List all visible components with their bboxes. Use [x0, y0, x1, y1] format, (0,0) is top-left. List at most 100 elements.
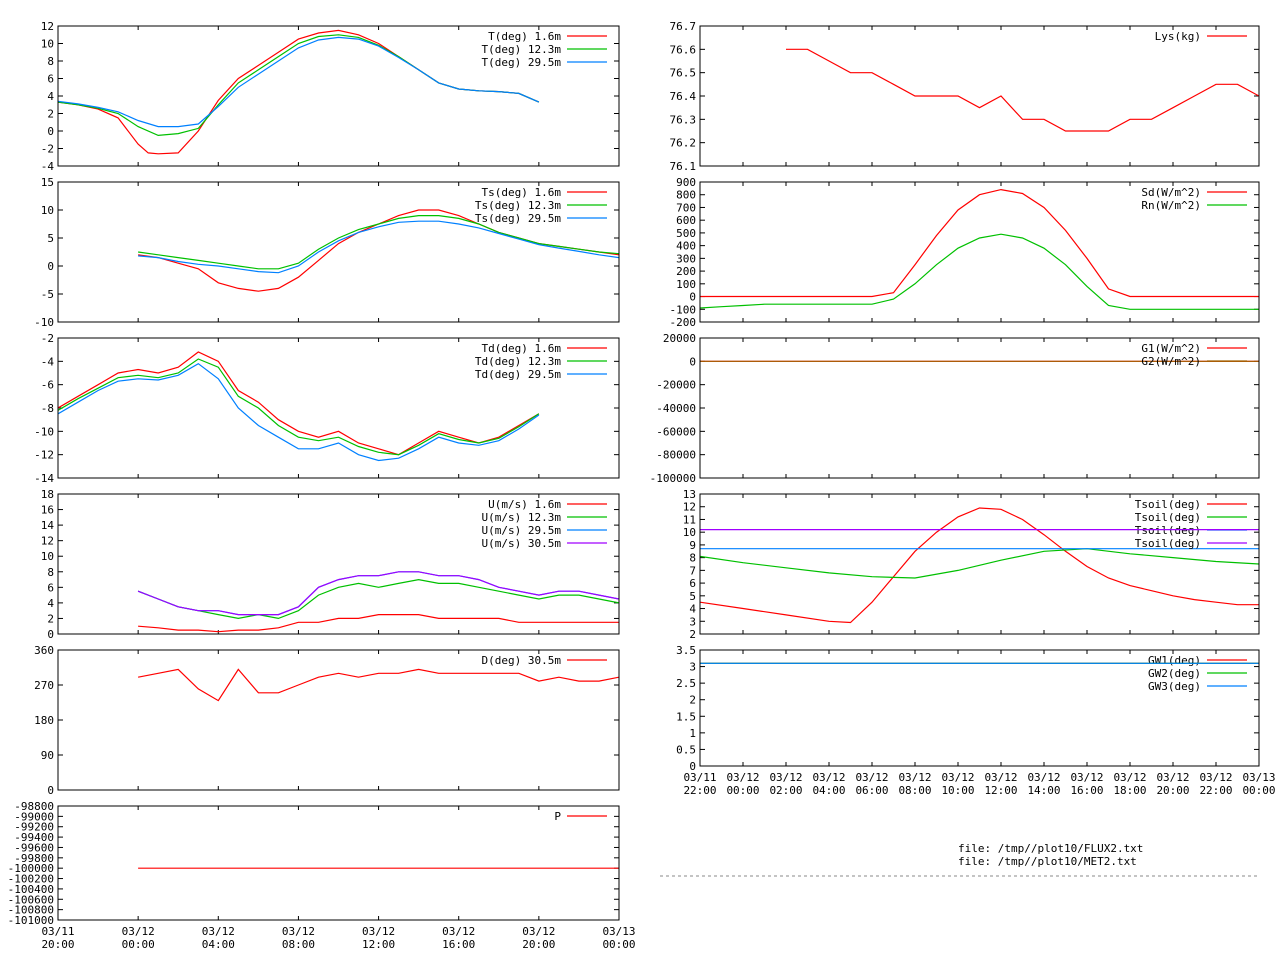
y-tick-label: 2 — [689, 694, 696, 707]
x-tick-time: 20:00 — [522, 938, 555, 951]
y-tick-label: 14 — [41, 519, 55, 532]
y-tick-label: 76.5 — [670, 67, 697, 80]
x-tick-time: 10:00 — [941, 784, 974, 797]
y-tick-label: -99400 — [14, 831, 54, 844]
x-tick-date: 03/12 — [522, 925, 555, 938]
series-line — [137, 668, 619, 702]
legend-label: Td(deg) 29.5m — [475, 368, 561, 381]
y-tick-label: 16 — [41, 504, 54, 517]
series-line — [138, 215, 619, 270]
y-tick-label: 360 — [34, 644, 54, 657]
y-tick-label: 76.3 — [670, 113, 697, 126]
y-tick-label: -101000 — [8, 914, 54, 927]
y-tick-label: 10 — [41, 204, 54, 217]
chart-panel: 2345678910111213Tsoil(deg)Tsoil(deg)Tsoi… — [683, 488, 1260, 641]
x-tick-time: 00:00 — [122, 938, 155, 951]
x-tick-date: 03/11 — [41, 925, 74, 938]
y-tick-label: 0 — [47, 260, 54, 273]
y-tick-label: -200 — [670, 316, 697, 329]
legend-label: U(m/s) 29.5m — [482, 524, 562, 537]
y-tick-label: 8 — [689, 552, 696, 565]
x-tick-time: 12:00 — [362, 938, 395, 951]
x-tick-date: 03/12 — [855, 771, 888, 784]
y-tick-label: -99800 — [14, 852, 54, 865]
x-tick-date: 03/12 — [984, 771, 1017, 784]
y-tick-label: 0 — [689, 291, 696, 304]
y-tick-label: 7 — [689, 564, 696, 577]
series-line — [138, 220, 619, 274]
y-tick-label: -100400 — [8, 883, 54, 896]
legend-label: D(deg) 30.5m — [482, 654, 562, 667]
x-tick-time: 16:00 — [1070, 784, 1103, 797]
x-tick-date: 03/12 — [282, 925, 315, 938]
series-line — [58, 34, 540, 137]
y-tick-label: 76.2 — [670, 137, 697, 150]
y-tick-label: 90 — [41, 749, 54, 762]
chart-panel: -4 -2 0 2 4 6 8 10 12 T(deg) 1.6mT(deg) 12.3mT(de… — [41, 20, 620, 173]
x-tick-time: 06:00 — [855, 784, 888, 797]
x-tick-time: 08:00 — [898, 784, 931, 797]
x-tick-date: 03/12 — [1113, 771, 1146, 784]
series-line — [137, 578, 619, 620]
y-tick-label: -6 — [41, 379, 54, 392]
y-tick-label: -100200 — [8, 873, 54, 886]
y-tick-label: 4 — [47, 597, 54, 610]
y-tick-label: 20000 — [663, 332, 696, 345]
x-tick-time: 14:00 — [1027, 784, 1060, 797]
y-tick-label: 400 — [676, 240, 696, 253]
legend-label: Lys(kg) — [1155, 30, 1201, 43]
x-tick-date: 03/11 — [683, 771, 716, 784]
file-notes: file: /tmp//plot10/FLUX2.txt file: /tmp/… — [660, 842, 1260, 877]
y-tick-label: 0 — [689, 760, 696, 773]
x-tick-date: 03/12 — [442, 925, 475, 938]
y-tick-label: -99600 — [14, 841, 54, 854]
series-line — [58, 362, 540, 462]
y-tick-label: 0 — [47, 628, 54, 641]
y-tick-label: 8 — [47, 55, 54, 68]
plot-frame — [57, 25, 620, 167]
y-tick-label: -5 — [41, 288, 54, 301]
y-tick-label: 6 — [47, 73, 54, 86]
y-tick-label: -20000 — [656, 379, 696, 392]
y-tick-label: 6 — [47, 581, 54, 594]
y-tick-label: 5 — [689, 590, 696, 603]
y-tick-label: 1.5 — [676, 710, 696, 723]
x-tick-time: 16:00 — [442, 938, 475, 951]
y-tick-label: -100000 — [8, 862, 54, 875]
y-tick-label: -4 — [41, 160, 55, 173]
series-line — [137, 571, 619, 616]
series-line — [786, 48, 1259, 132]
y-tick-label: 600 — [676, 214, 696, 227]
y-tick-label: 12 — [683, 501, 696, 514]
legend-label: U(m/s) 1.6m — [488, 498, 561, 511]
x-tick-time: 20:00 — [41, 938, 74, 951]
y-tick-label: -99000 — [14, 810, 54, 823]
x-tick-time: 04:00 — [202, 938, 235, 951]
y-tick-label: -10 — [34, 316, 54, 329]
y-tick-label: 2 — [47, 108, 54, 121]
x-tick-time: 02:00 — [769, 784, 802, 797]
y-tick-label: 3 — [689, 615, 696, 628]
y-tick-label: -80000 — [656, 449, 696, 462]
series-line — [58, 351, 540, 456]
y-tick-label: 6 — [689, 577, 696, 590]
y-tick-label: 76.6 — [670, 43, 697, 56]
y-tick-label: 2 — [47, 612, 54, 625]
legend-label: Tsoil(deg) — [1135, 498, 1201, 511]
y-tick-label: 4 — [689, 603, 696, 616]
y-tick-label: 900 — [676, 176, 696, 189]
y-tick-label: -100600 — [8, 893, 54, 906]
legend-label: Tsoil(deg) — [1135, 511, 1201, 524]
y-tick-label: 2 — [689, 628, 696, 641]
x-tick-date: 03/12 — [769, 771, 802, 784]
legend-label: Td(deg) 1.6m — [482, 342, 562, 355]
plot-frame — [699, 25, 1260, 167]
legend-label: U(m/s) 30.5m — [482, 537, 562, 550]
y-tick-label: 0.5 — [676, 743, 696, 756]
legend-label: Ts(deg) 29.5m — [475, 212, 561, 225]
series-line — [700, 188, 1259, 298]
series-line — [700, 233, 1259, 310]
y-tick-label: -98800 — [14, 800, 54, 813]
y-tick-label: -100000 — [650, 472, 696, 485]
y-tick-label: 0 — [47, 125, 54, 138]
